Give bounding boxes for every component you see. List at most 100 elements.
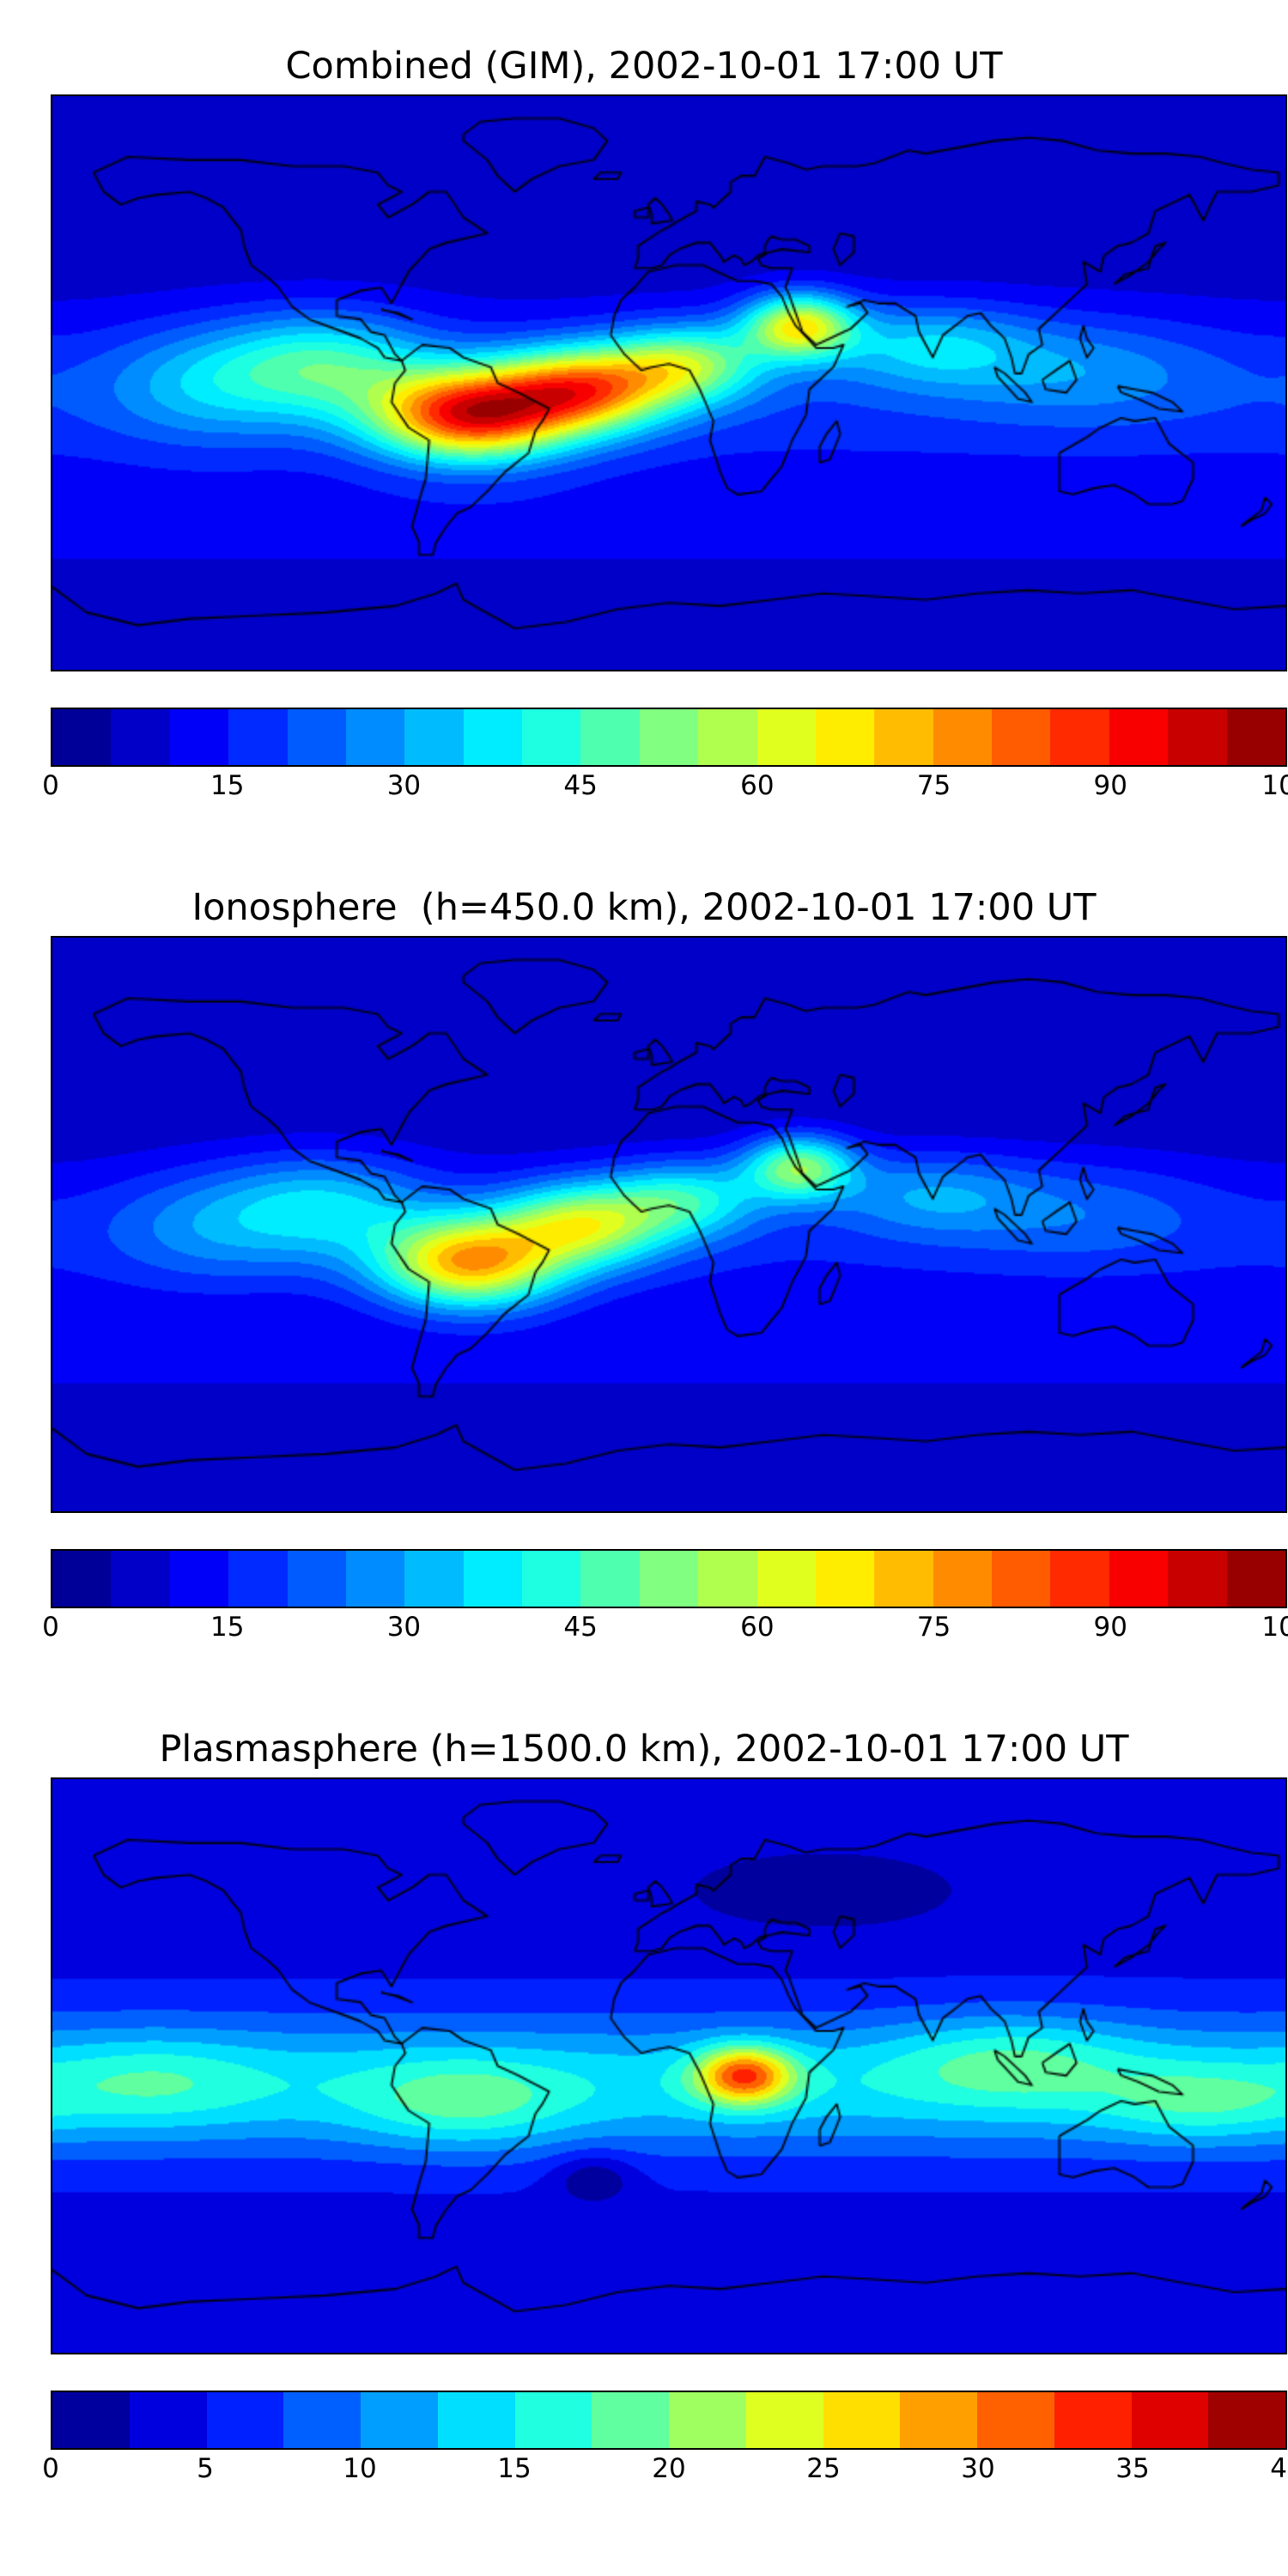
- colorbar-segment: [287, 709, 346, 765]
- colorbar-segment: [129, 2392, 207, 2448]
- colorbar-segment: [977, 2392, 1054, 2448]
- colorbar-tick-label: 75: [916, 1612, 951, 1643]
- world-map-ionosphere: [51, 936, 1287, 1513]
- colorbar-segment: [592, 2392, 669, 2448]
- colorbar-segment: [1168, 709, 1227, 765]
- colorbar-tick-label: 30: [961, 2453, 995, 2484]
- colorbar-segment: [283, 2392, 361, 2448]
- colorbar-tick-label: 40: [1270, 2453, 1288, 2484]
- colorbar-segment: [1109, 1551, 1169, 1607]
- colorbar-segment: [437, 2392, 515, 2448]
- colorbar-segment: [580, 709, 640, 765]
- colorbar-segment: [463, 1551, 522, 1607]
- colorbar-segment: [874, 1551, 933, 1607]
- colorbar-segment: [514, 2392, 592, 2448]
- colorbar-tick-label: 105: [1261, 1612, 1288, 1643]
- colorbar-tick-label: 0: [42, 1612, 59, 1643]
- colorbar-segment: [1208, 2392, 1285, 2448]
- colorbar-segment: [52, 709, 112, 765]
- colorbar-segment: [900, 2392, 977, 2448]
- colorbar-segment: [1054, 2392, 1132, 2448]
- colorbar-tick-label: 15: [210, 1612, 245, 1643]
- colorbar-tick-label: 5: [197, 2453, 214, 2484]
- colorbar-segment: [815, 709, 875, 765]
- colorbar-tick-label: 75: [916, 770, 951, 801]
- panel-ionosphere: Ionosphere (h=450.0 km), 2002-10-01 17:0…: [0, 883, 1288, 1673]
- colorbar-segment: [169, 1551, 229, 1607]
- colorbar-segment: [756, 1551, 816, 1607]
- colorbar-segment: [698, 1551, 757, 1607]
- colorbar-segment: [874, 709, 933, 765]
- colorbar-segment: [404, 1551, 464, 1607]
- colorbar-segment: [522, 709, 581, 765]
- colorbar-segment: [1226, 709, 1285, 765]
- colorbar-segment: [815, 1551, 875, 1607]
- colorbar-segment: [669, 2392, 746, 2448]
- colorbar-segment: [287, 1551, 346, 1607]
- colorbar-segment: [111, 1551, 170, 1607]
- colorbar-tick-label: 0: [42, 2453, 59, 2484]
- colorbar-ticks-ionosphere: 0 15 30 45 60 75 90 105: [42, 1612, 1288, 1651]
- colorbar-segment: [345, 709, 405, 765]
- panel-title-combined: Combined (GIM), 2002-10-01 17:00 UT: [285, 45, 1003, 88]
- colorbar-segment: [745, 2392, 823, 2448]
- colorbar-segment: [228, 1551, 288, 1607]
- world-map-combined: [51, 94, 1287, 671]
- colorbar-segment: [169, 709, 229, 765]
- colorbar-tick-label: 60: [740, 770, 775, 801]
- colorbar-segment: [1226, 1551, 1285, 1607]
- colorbar-tick-label: 90: [1093, 770, 1128, 801]
- colorbar-segment: [698, 709, 757, 765]
- colorbar-segment: [580, 1551, 640, 1607]
- colorbar-segment: [933, 709, 992, 765]
- colorbar-tick-label: 35: [1115, 2453, 1150, 2484]
- colorbar-tick-label: 10: [343, 2453, 377, 2484]
- colorbar-tick-label: 45: [563, 1612, 598, 1643]
- colorbar-segment: [361, 2392, 438, 2448]
- colorbar-segment: [992, 709, 1051, 765]
- colorbar-ticks-plasmasphere: 0 5 10 15 20 25 30 35 40: [42, 2453, 1288, 2493]
- colorbar-segment: [933, 1551, 992, 1607]
- panel-combined-gim: Combined (GIM), 2002-10-01 17:00 UT 0 15 3…: [0, 41, 1288, 831]
- colorbar-tick-label: 60: [740, 1612, 775, 1643]
- colorbar-tick-label: 15: [210, 770, 245, 801]
- colorbar-segment: [1131, 2392, 1209, 2448]
- colorbar-segment: [1050, 709, 1109, 765]
- colorbar-segment: [823, 2392, 901, 2448]
- colorbar-combined: [51, 708, 1287, 767]
- colorbar-tick-label: 105: [1261, 770, 1288, 801]
- colorbar-segment: [52, 1551, 112, 1607]
- colorbar-tick-label: 15: [497, 2453, 532, 2484]
- colorbar-ionosphere: [51, 1549, 1287, 1608]
- tec-heatmap-canvas-plasmasphere: [52, 1779, 1285, 2353]
- colorbar-plasmasphere: [51, 2391, 1287, 2450]
- panel-plasmasphere: Plasmasphere (h=1500.0 km), 2002-10-01 1…: [0, 1724, 1288, 2514]
- colorbar-segment: [639, 1551, 699, 1607]
- panel-title-plasmasphere: Plasmasphere (h=1500.0 km), 2002-10-01 1…: [159, 1728, 1129, 1771]
- colorbar-segment: [1050, 1551, 1109, 1607]
- colorbar-tick-label: 25: [806, 2453, 841, 2484]
- colorbar-tick-label: 0: [42, 770, 59, 801]
- colorbar-tick-label: 90: [1093, 1612, 1128, 1643]
- colorbar-segment: [639, 709, 699, 765]
- colorbar-segment: [1109, 709, 1169, 765]
- colorbar-segment: [522, 1551, 581, 1607]
- colorbar-segment: [111, 709, 170, 765]
- colorbar-segment: [228, 709, 288, 765]
- tec-heatmap-canvas-ionosphere: [52, 938, 1285, 1511]
- colorbar-segment: [1168, 1551, 1227, 1607]
- colorbar-segment: [992, 1551, 1051, 1607]
- colorbar-segment: [345, 1551, 405, 1607]
- colorbar-segment: [756, 709, 816, 765]
- colorbar-tick-label: 20: [652, 2453, 686, 2484]
- colorbar-segment: [463, 709, 522, 765]
- colorbar-ticks-combined: 0 15 30 45 60 75 90 105: [42, 770, 1288, 810]
- colorbar-tick-label: 30: [386, 1612, 422, 1643]
- tec-heatmap-canvas-combined: [52, 96, 1285, 670]
- colorbar-tick-label: 45: [563, 770, 598, 801]
- panel-title-ionosphere: Ionosphere (h=450.0 km), 2002-10-01 17:0…: [191, 886, 1097, 929]
- colorbar-segment: [206, 2392, 284, 2448]
- world-map-plasmasphere: [51, 1777, 1287, 2354]
- colorbar-segment: [52, 2392, 130, 2448]
- colorbar-segment: [404, 709, 464, 765]
